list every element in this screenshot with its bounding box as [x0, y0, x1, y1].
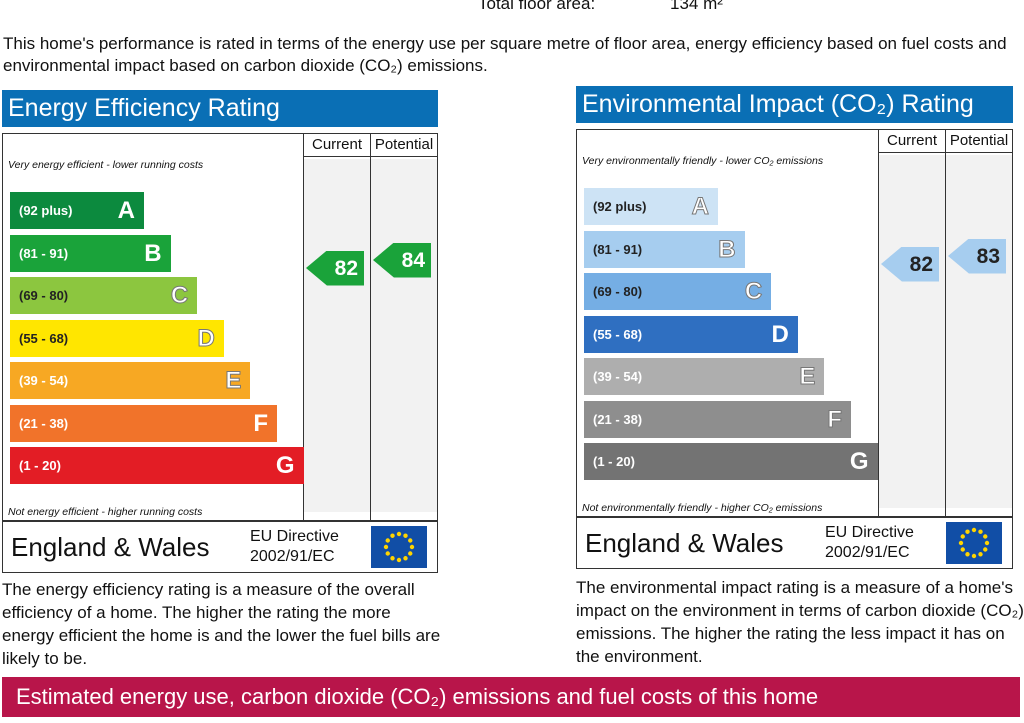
- energy-description: The energy efficiency rating is a measur…: [2, 580, 441, 668]
- rating-band-e: (39 - 54) E: [10, 362, 251, 399]
- environment-description: The environmental impact rating is a mea…: [576, 578, 1024, 666]
- rating-band-d: (55 - 68) D: [10, 319, 224, 357]
- star-icon: [984, 540, 990, 546]
- star-icon: [978, 552, 983, 557]
- star-icon: [408, 538, 413, 543]
- energy-bottom-note: Not energy efficient - higher running co…: [8, 506, 203, 518]
- intro-text: This home's performance is rated in term…: [3, 34, 1007, 75]
- floor-area-label: Total floor area:: [478, 0, 596, 13]
- band-letter: E: [225, 367, 242, 395]
- band-letter: B: [718, 235, 736, 263]
- star-icon: [408, 551, 413, 556]
- energy-panel-title: Energy Efficiency Rating: [2, 90, 438, 127]
- rating-band-a: (92 plus) A: [10, 192, 144, 229]
- environment-top-note: Very environmentally friendly - lower CO…: [582, 155, 824, 167]
- floor-area: Total floor area: 134 m²: [478, 0, 723, 14]
- energy-current-header: Current: [311, 136, 363, 153]
- rating-band-f: (21 - 38) F: [10, 404, 277, 442]
- band-letter: G: [849, 448, 869, 475]
- star-icon: [396, 531, 402, 537]
- rating-band-g: (1 - 20) G: [10, 447, 304, 484]
- star-icon: [403, 556, 408, 561]
- rating-band-a: (92 plus) A: [584, 188, 718, 225]
- star-icon: [396, 557, 402, 563]
- star-icon: [383, 544, 389, 550]
- band-letter: C: [744, 278, 763, 306]
- rating-band-g: (1 - 20) G: [584, 443, 878, 480]
- band-letter: F: [827, 405, 843, 433]
- band-range-label: (1 - 20): [593, 454, 635, 469]
- environment-potential-header: Potential: [949, 132, 1009, 149]
- environment-current-header: Current: [886, 132, 938, 149]
- band-range-label: (55 - 68): [593, 326, 643, 342]
- rating-band-b: (81 - 91) B: [584, 230, 745, 268]
- band-letter: G: [275, 452, 295, 479]
- rating-band-e: (39 - 54) E: [584, 358, 825, 395]
- eu-flag-icon: [371, 526, 427, 568]
- band-range-label: (92 plus): [593, 199, 647, 214]
- star-icon: [390, 556, 395, 561]
- star-icon: [385, 538, 390, 543]
- environment-bottom-note: Not environmentally friendly - higher CO…: [582, 502, 823, 514]
- star-icon: [390, 533, 395, 538]
- energy-potential-header: Potential: [374, 136, 434, 153]
- environment-panel-title: Environmental Impact (CO₂) Rating: [576, 86, 1013, 123]
- band-range-label: (69 - 80): [593, 284, 643, 299]
- band-range-label: (55 - 68): [19, 330, 69, 346]
- environmental-impact-panel: Environmental Impact (CO₂) Rating Curren…: [576, 86, 1024, 676]
- rating-band-b: (81 - 91) B: [10, 234, 171, 272]
- star-icon: [983, 534, 988, 539]
- band-letter: D: [197, 324, 215, 352]
- star-icon: [403, 533, 408, 538]
- environment-chart: Current Potential Very environmentally f…: [576, 129, 1013, 517]
- star-icon: [960, 547, 965, 552]
- band-letter: B: [144, 239, 162, 267]
- energy-footer: England & Wales EU Directive 2002/91/EC: [2, 521, 438, 573]
- star-icon: [385, 551, 390, 556]
- star-icon: [971, 553, 977, 559]
- rating-band-c: (69 - 80) C: [584, 273, 772, 310]
- energy-top-note: Very energy efficient - lower running co…: [8, 159, 204, 171]
- band-range-label: (21 - 38): [593, 411, 643, 427]
- band-range-label: (81 - 91): [593, 241, 643, 257]
- band-range-label: (1 - 20): [19, 458, 61, 473]
- band-range-label: (69 - 80): [19, 288, 69, 303]
- environment-footer: England & Wales EU Directive 2002/91/EC: [576, 517, 1013, 569]
- star-icon: [971, 527, 977, 533]
- star-icon: [983, 547, 988, 552]
- energy-efficiency-panel: Energy Efficiency Rating Current Potenti…: [2, 90, 440, 680]
- environment-region-label: England & Wales: [585, 528, 784, 558]
- star-icon: [960, 534, 965, 539]
- band-letter: A: [117, 197, 135, 224]
- rating-band-c: (69 - 80) C: [10, 277, 198, 314]
- eu-flag-icon: [946, 522, 1002, 564]
- band-letter: A: [691, 193, 709, 221]
- star-icon: [965, 529, 970, 534]
- star-icon: [409, 544, 415, 550]
- band-letter: D: [771, 320, 789, 348]
- band-letter: F: [253, 409, 268, 437]
- energy-directive: EU Directive 2002/91/EC: [250, 528, 339, 565]
- rating-band-d: (55 - 68) D: [584, 315, 798, 353]
- rating-band-f: (21 - 38) F: [584, 400, 851, 438]
- energy-chart: Current Potential Very energy efficient …: [2, 133, 438, 521]
- star-icon: [958, 540, 964, 546]
- band-range-label: (39 - 54): [19, 373, 69, 388]
- estimated-costs-banner: Estimated energy use, carbon dioxide (CO…: [2, 677, 1020, 717]
- star-icon: [965, 552, 970, 557]
- band-range-label: (81 - 91): [19, 245, 69, 261]
- floor-area-value: 134 m²: [670, 0, 723, 13]
- energy-region-label: England & Wales: [11, 532, 210, 562]
- band-letter: E: [799, 363, 816, 391]
- band-range-label: (21 - 38): [19, 415, 69, 431]
- band-range-label: (92 plus): [19, 203, 73, 218]
- band-letter: C: [170, 282, 189, 310]
- environment-directive: EU Directive 2002/91/EC: [825, 524, 914, 561]
- star-icon: [978, 529, 983, 534]
- band-range-label: (39 - 54): [593, 369, 643, 384]
